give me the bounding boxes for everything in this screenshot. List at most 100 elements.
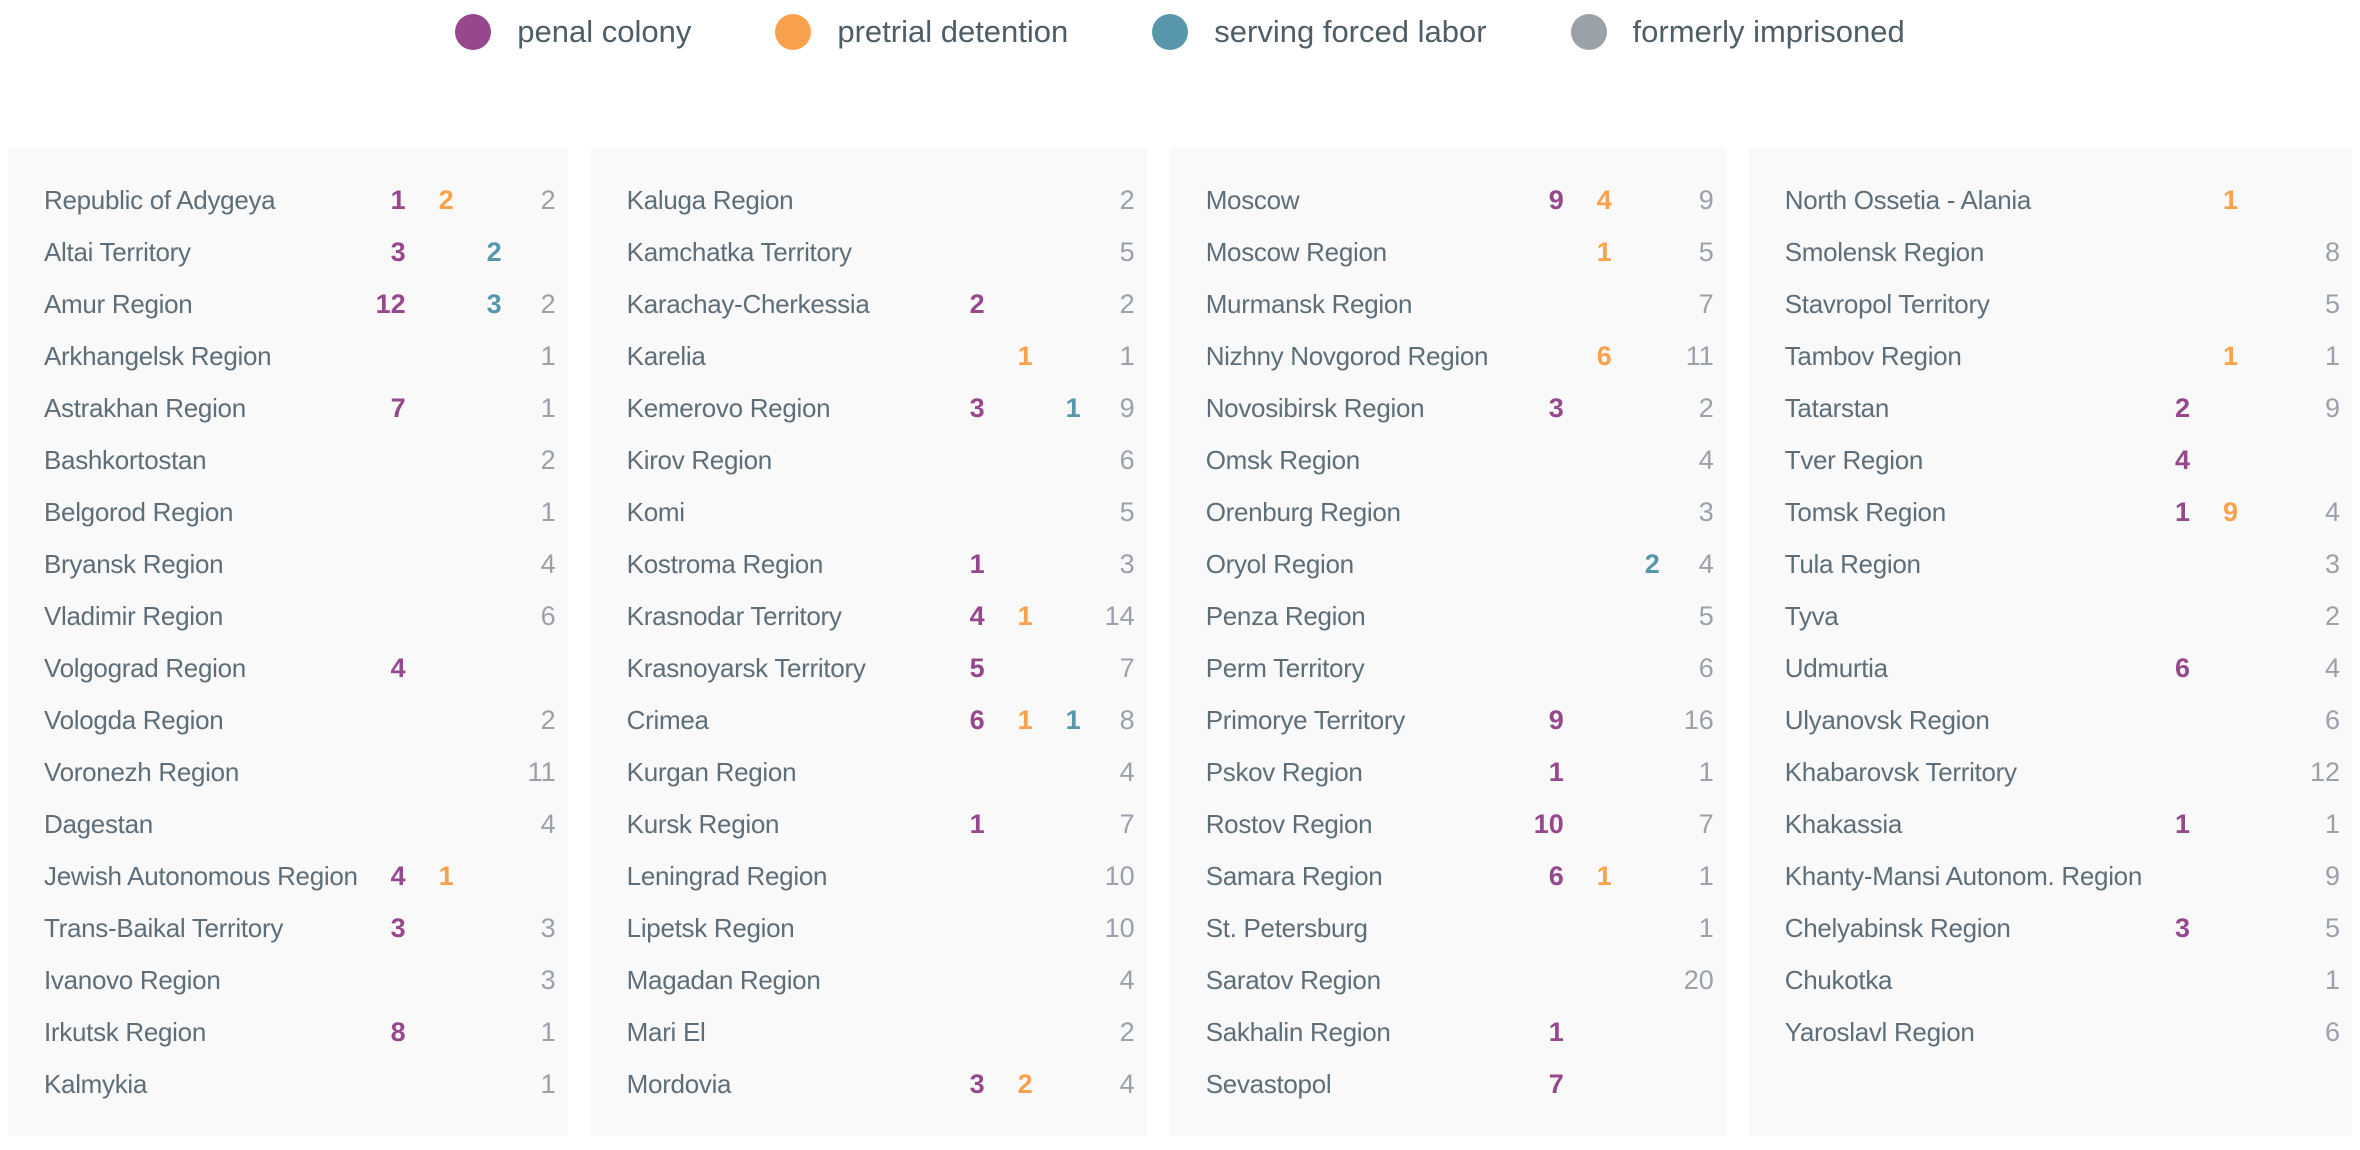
forced-legend-dot-icon	[1152, 14, 1189, 50]
former-count: 2	[540, 184, 556, 215]
region-name: Kamchatka Territory	[626, 236, 852, 267]
former-count: 1	[2324, 964, 2340, 995]
former-count: 5	[2324, 288, 2340, 319]
region-row: Karachay-Cherkessia 2 2	[627, 278, 1135, 330]
region-name: Ulyanovsk Region	[1784, 704, 1990, 735]
region-row: Tver Region 4	[1785, 434, 2340, 486]
former-count: 4	[1698, 548, 1714, 579]
region-name: Vladimir Region	[44, 600, 224, 631]
region-row: St. Petersburg 1	[1206, 902, 1714, 954]
region-name: Khakassia	[1784, 808, 1903, 839]
region-row: Jewish Autonomous Region 4 1	[44, 850, 556, 902]
former-count: 9	[2324, 860, 2340, 891]
region-row: Moscow 9 4 9	[1206, 174, 1714, 226]
penal-count: 1	[2174, 496, 2190, 527]
region-row: Mari El 2	[627, 1006, 1135, 1058]
former-count: 2	[540, 288, 556, 319]
region-row: Irkutsk Region 8 1	[44, 1006, 556, 1058]
legend-item-penal[interactable]: penal colony	[455, 14, 691, 50]
region-row: Yaroslavl Region 6	[1785, 1006, 2340, 1058]
region-name: Voronezh Region	[44, 756, 239, 787]
former-count: 11	[527, 756, 556, 787]
former-count: 6	[540, 600, 556, 631]
former-count: 3	[1119, 548, 1135, 579]
former-count: 4	[1698, 444, 1714, 475]
former-count: 10	[1104, 860, 1135, 891]
region-row: Krasnodar Territory 4 1 14	[627, 590, 1135, 642]
region-row: Tomsk Region 1 9 4	[1785, 486, 2340, 538]
region-row: Republic of Adygeya 1 2 2	[44, 174, 556, 226]
legend-item-forced[interactable]: serving forced labor	[1152, 14, 1487, 50]
region-row: Omsk Region 4	[1206, 434, 1714, 486]
region-row: Mordovia 3 2 4	[627, 1058, 1135, 1110]
region-name: Kalmykia	[44, 1068, 148, 1099]
penal-count: 1	[2174, 808, 2190, 839]
legend: penal colony pretrial detention serving fo…	[0, 0, 2360, 50]
penal-count: 5	[969, 652, 985, 683]
region-row: Tambov Region 1 1	[1785, 330, 2340, 382]
region-name: Ivanovo Region	[44, 964, 221, 995]
region-row: Crimea 6 1 1 8	[627, 694, 1135, 746]
former-count: 14	[1104, 600, 1135, 631]
region-name: Chelyabinsk Region	[1784, 912, 2011, 943]
region-name: Jewish Autonomous Region	[44, 860, 358, 891]
forced-count: 2	[486, 236, 502, 267]
former-count: 4	[1119, 964, 1135, 995]
pretrial-count: 1	[2222, 340, 2238, 371]
legend-label: serving forced labor	[1214, 14, 1487, 49]
region-row: Saratov Region 20	[1206, 954, 1714, 1006]
former-count: 4	[1119, 1068, 1135, 1099]
former-count: 1	[540, 1016, 556, 1047]
penal-count: 1	[1548, 756, 1564, 787]
region-name: St. Petersburg	[1205, 912, 1368, 943]
former-count: 3	[2324, 548, 2340, 579]
former-count: 7	[1119, 652, 1135, 683]
former-count: 4	[1119, 756, 1135, 787]
region-name: Nizhny Novgorod Region	[1205, 340, 1489, 371]
region-row: Bashkortostan 2	[44, 434, 556, 486]
region-row: Khanty-Mansi Autonom. Region 9	[1785, 850, 2340, 902]
former-count: 4	[540, 808, 556, 839]
former-count: 5	[2324, 912, 2340, 943]
penal-count: 6	[969, 704, 985, 735]
former-count: 9	[1698, 184, 1714, 215]
penal-count: 9	[1548, 704, 1564, 735]
region-name: Magadan Region	[626, 964, 821, 995]
former-count: 1	[2324, 808, 2340, 839]
penal-count: 1	[969, 808, 985, 839]
former-count: 1	[540, 392, 556, 423]
former-count: 5	[1698, 236, 1714, 267]
region-name: Mari El	[626, 1016, 706, 1047]
legend-item-pretrial[interactable]: pretrial detention	[775, 14, 1068, 50]
region-name: Stavropol Territory	[1784, 288, 1990, 319]
region-row: Pskov Region 1 1	[1206, 746, 1714, 798]
penal-count: 1	[1548, 1016, 1564, 1047]
former-count: 16	[1683, 704, 1714, 735]
former-count: 6	[2324, 704, 2340, 735]
region-name: Smolensk Region	[1784, 236, 1985, 267]
former-count: 2	[540, 704, 556, 735]
former-count: 1	[540, 496, 556, 527]
legend-item-former[interactable]: formerly imprisoned	[1570, 14, 1905, 50]
pretrial-count: 1	[438, 860, 454, 891]
region-row: Trans-Baikal Territory 3 3	[44, 902, 556, 954]
former-count: 2	[1698, 392, 1714, 423]
pretrial-count: 1	[1017, 704, 1033, 735]
penal-count: 10	[1533, 808, 1564, 839]
penal-count: 4	[390, 860, 406, 891]
pretrial-count: 1	[1017, 340, 1033, 371]
former-count: 7	[1698, 808, 1714, 839]
former-count: 2	[1119, 1016, 1135, 1047]
former-count: 4	[2324, 652, 2340, 683]
region-row: Orenburg Region 3	[1206, 486, 1714, 538]
region-row: Murmansk Region 7	[1206, 278, 1714, 330]
region-row: Amur Region 12 3 2	[44, 278, 556, 330]
region-row: Chelyabinsk Region 3 5	[1785, 902, 2340, 954]
former-count: 20	[1683, 964, 1714, 995]
penal-count: 2	[969, 288, 985, 319]
region-row: Moscow Region 1 5	[1206, 226, 1714, 278]
region-row: Karelia 1 1	[627, 330, 1135, 382]
pretrial-count: 2	[1017, 1068, 1033, 1099]
former-count: 1	[1119, 340, 1135, 371]
region-row: Khakassia 1 1	[1785, 798, 2340, 850]
